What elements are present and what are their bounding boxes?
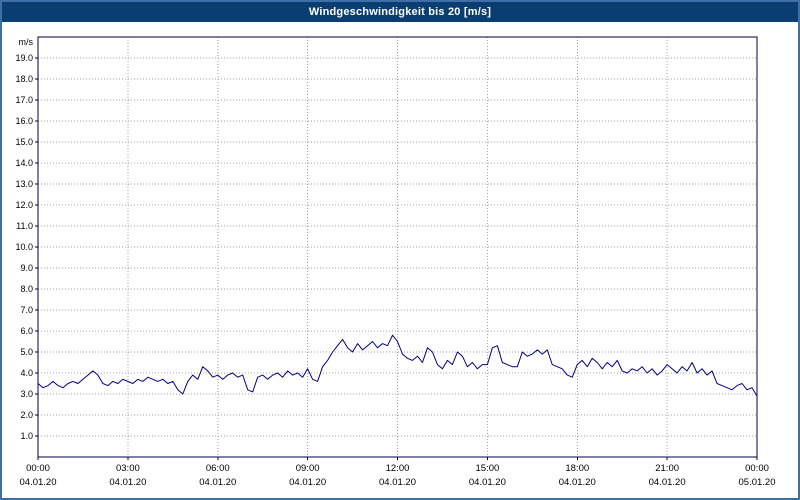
x-axis-date-label: 04.01.20 [289,477,326,488]
y-axis-label: 19.0 [15,53,33,63]
x-axis-time-label: 00:00 [26,463,50,474]
y-axis-label: 14.0 [15,158,33,168]
x-axis-date-label: 04.01.20 [199,477,236,488]
y-axis-label: 2.0 [20,410,33,420]
y-axis-label: 11.0 [16,221,33,231]
x-axis-time-label: 21:00 [655,463,679,474]
chart-title: Windgeschwindigkeit bis 20 [m/s] [308,6,492,18]
x-axis-date-label: 04.01.20 [469,477,506,488]
x-axis-date-label: 04.01.20 [109,477,146,488]
y-axis-label: 16.0 [15,116,33,126]
x-axis-time-label: 00:00 [745,463,769,474]
x-axis-date-label: 04.01.20 [20,477,57,488]
y-axis-unit-label: m/s [19,37,34,47]
y-axis-label: 1.0 [20,431,33,441]
x-axis-time-label: 18:00 [565,463,589,474]
x-axis-date-label: 04.01.20 [649,477,686,488]
x-axis-date-label: 04.01.20 [559,477,596,488]
wind-speed-line [37,334,758,397]
wind-speed-chart: 19.0 18.0 17.0 16.0 15.0 14.0 13.0 12.0 11.0 10.0… [2,22,798,498]
y-axis-label: 5.0 [20,347,33,357]
y-axis-label: 8.0 [20,284,33,294]
y-axis-label: 9.0 [20,263,33,273]
y-axis-label: 6.0 [20,326,33,336]
x-axis-time-label: 09:00 [296,463,320,474]
y-axis-label: 18.0 [15,74,33,84]
y-axis-label: 17.0 [15,95,33,105]
y-axis-label: 13.0 [15,179,33,189]
y-axis-label: 15.0 [15,137,33,147]
y-axis-label: 7.0 [20,305,33,315]
y-axis-label: 4.0 [20,368,33,378]
y-axis-label: 10.0 [15,242,33,252]
window-title-bar: Windgeschwindigkeit bis 20 [m/s] [2,2,798,22]
x-axis-time-label: 03:00 [116,463,140,474]
y-axis-label: 12.0 [15,200,33,210]
x-axis-time-label: 12:00 [386,463,410,474]
x-axis-date-label: 05.01.20 [739,477,776,488]
x-axis-time-label: 15:00 [475,463,499,474]
x-axis-time-label: 06:00 [206,463,230,474]
x-axis-date-label: 04.01.20 [379,477,416,488]
y-axis-label: 3.0 [20,389,33,399]
